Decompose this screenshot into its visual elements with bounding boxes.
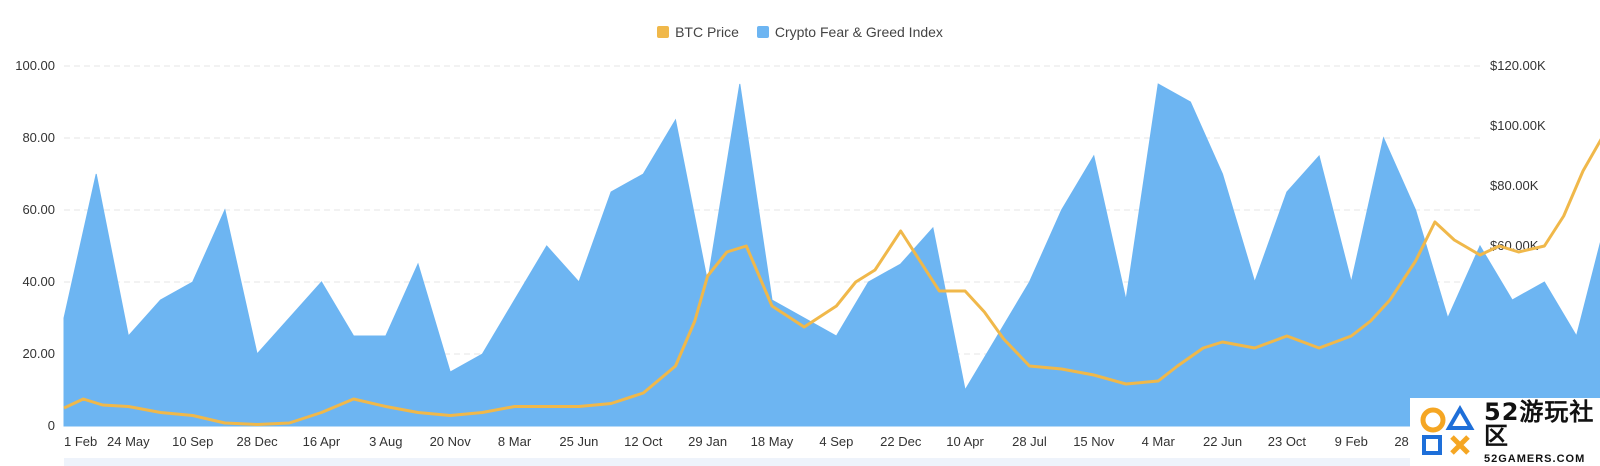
series-area-fear-greed-index — [63, 83, 1600, 427]
x-tick-label: 29 Jan — [688, 434, 727, 449]
y-left-tick-label: 40.00 — [22, 274, 55, 289]
y-right-tick-label: $120.00K — [1490, 58, 1546, 73]
series-line-btc-price — [63, 138, 1600, 426]
x-tick-label: 20 Nov — [430, 434, 472, 449]
x-tick-label: 22 Jun — [1203, 434, 1242, 449]
legend-item-fear-greed-index[interactable]: Crypto Fear & Greed Index — [756, 24, 943, 40]
x-tick-label: 1 Feb — [64, 434, 97, 449]
x-tick-label: 22 Dec — [880, 434, 922, 449]
y-left-tick-label: 60.00 — [22, 202, 55, 217]
x-tick-label: 28 Jul — [1012, 434, 1047, 449]
x-tick-label: 3 Aug — [369, 434, 402, 449]
legend: BTC Price Crypto Fear & Greed Index — [0, 24, 1600, 40]
legend-swatch-fear-greed-index — [756, 26, 769, 38]
y-left-tick-label: 80.00 — [22, 130, 55, 145]
watermark-logo-icon — [1418, 404, 1478, 460]
x-tick-label: 4 Sep — [819, 434, 853, 449]
watermark-url: 52GAMERS.COM — [1484, 452, 1586, 465]
x-tick-label: 8 Mar — [498, 434, 532, 449]
legend-label-btc-price: BTC Price — [675, 24, 739, 40]
legend-label-fear-greed-index: Crypto Fear & Greed Index — [774, 24, 943, 40]
x-tick-label: 4 Mar — [1142, 434, 1176, 449]
x-tick-label: 10 Apr — [946, 434, 984, 449]
y-left-tick-label: 0 — [48, 418, 55, 433]
x-tick-label: 24 May — [107, 434, 150, 449]
x-axis-scrollbar-track[interactable] — [64, 458, 1504, 466]
x-tick-label: 28 Dec — [236, 434, 278, 449]
x-tick-label: 18 May — [751, 434, 794, 449]
y-left-tick-label: 20.00 — [22, 346, 55, 361]
y-right-tick-label: $80.00K — [1490, 178, 1539, 193]
watermark-title: 52游玩社区 — [1484, 397, 1595, 450]
x-tick-label: 15 Nov — [1073, 434, 1115, 449]
y-left-tick-label: 100.00 — [15, 58, 55, 73]
x-tick-label: 23 Oct — [1268, 434, 1307, 449]
x-tick-label: 25 Jun — [559, 434, 598, 449]
watermark: 52游玩社区 52GAMERS.COM — [1410, 398, 1600, 466]
x-tick-label: 12 Oct — [624, 434, 663, 449]
x-tick-label: 9 Feb — [1335, 434, 1368, 449]
legend-swatch-btc-price — [657, 26, 670, 38]
y-right-tick-label: $100.00K — [1490, 118, 1546, 133]
x-tick-label: 10 Sep — [172, 434, 213, 449]
legend-item-btc-price[interactable]: BTC Price — [657, 24, 739, 40]
x-tick-label: 16 Apr — [303, 434, 341, 449]
